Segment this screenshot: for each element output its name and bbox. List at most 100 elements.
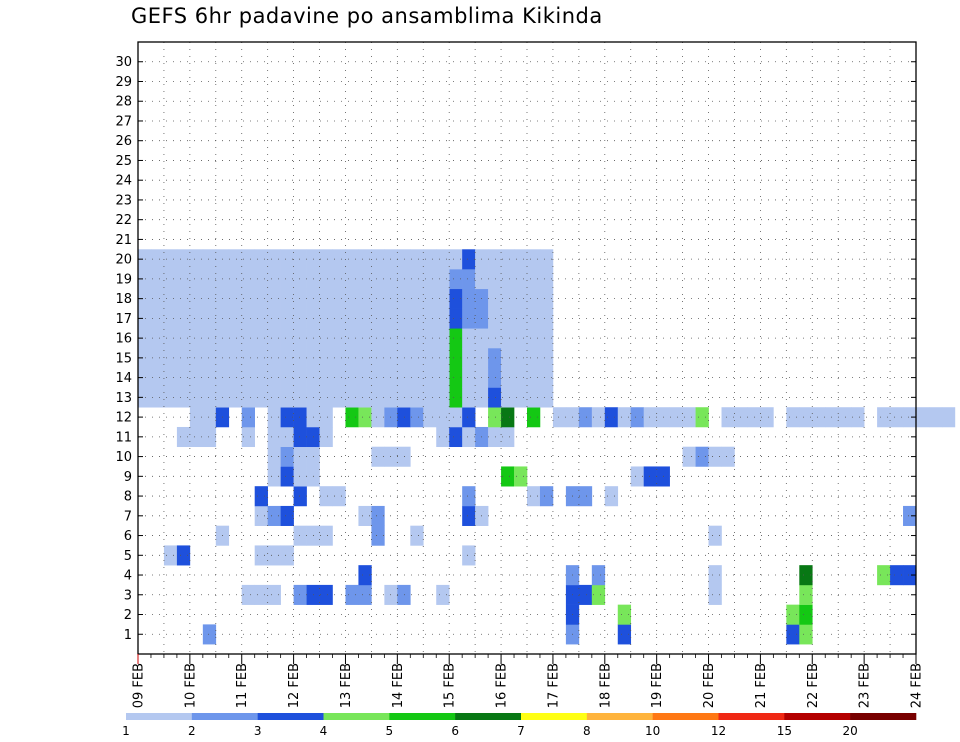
heatmap-cell bbox=[436, 249, 450, 270]
heatmap-cell bbox=[150, 328, 165, 349]
heatmap-cell bbox=[358, 584, 372, 605]
y-tick-label: 16 bbox=[115, 332, 132, 347]
y-tick-label: 8 bbox=[124, 490, 132, 505]
heatmap-cell bbox=[903, 407, 917, 428]
heatmap-cell bbox=[293, 367, 307, 388]
heatmap-cell bbox=[397, 269, 411, 290]
heatmap-cell bbox=[319, 308, 333, 329]
heatmap-cell bbox=[254, 584, 268, 605]
heatmap-cell bbox=[358, 328, 372, 349]
heatmap-cell bbox=[462, 288, 476, 309]
heatmap-cell bbox=[241, 387, 255, 408]
heatmap-cell bbox=[293, 348, 307, 369]
heatmap-cell bbox=[202, 328, 217, 349]
heatmap-cell bbox=[332, 308, 346, 329]
heatmap-cell bbox=[539, 387, 554, 408]
heatmap-cell bbox=[163, 308, 178, 329]
heatmap-cell bbox=[293, 328, 307, 349]
x-tick-label: 17 FEB bbox=[546, 663, 561, 708]
heatmap-cell bbox=[241, 308, 255, 329]
heatmap-cell bbox=[423, 328, 437, 349]
x-axis: 09 FEB 10 FEB 11 FEB 12 FEB 13 FEB 14 FEB 15 F… bbox=[132, 654, 925, 708]
heatmap-cell bbox=[397, 249, 411, 270]
heatmap-cell bbox=[254, 308, 268, 329]
heatmap-cell bbox=[293, 387, 307, 408]
heatmap-cell bbox=[890, 407, 904, 428]
heatmap-cell bbox=[176, 269, 191, 290]
heatmap-cell bbox=[903, 505, 917, 526]
heatmap-cell bbox=[267, 466, 281, 487]
heatmap-cell bbox=[449, 249, 463, 270]
heatmap-cell bbox=[189, 288, 204, 309]
heatmap-cell bbox=[163, 269, 178, 290]
heatmap-cell bbox=[397, 407, 411, 428]
heatmap-cell bbox=[539, 269, 554, 290]
heatmap-cell bbox=[358, 505, 372, 526]
heatmap-cell bbox=[851, 407, 865, 428]
heatmap-cell bbox=[838, 407, 852, 428]
heatmap-cell bbox=[501, 249, 515, 270]
heatmap-cell bbox=[228, 328, 243, 349]
heatmap-cell bbox=[449, 288, 463, 309]
heatmap-cell bbox=[189, 387, 204, 408]
heatmap-cell bbox=[319, 328, 333, 349]
heatmap-cell bbox=[916, 407, 930, 428]
y-tick-label: 10 bbox=[115, 450, 132, 465]
heatmap-cell bbox=[708, 565, 722, 586]
heatmap-cell bbox=[643, 407, 657, 428]
heatmap-cell bbox=[189, 269, 204, 290]
heatmap-cell bbox=[254, 545, 268, 566]
heatmap-cell bbox=[345, 387, 359, 408]
heatmap-cell bbox=[449, 387, 463, 408]
heatmap-cell bbox=[319, 407, 333, 428]
heatmap-cell bbox=[449, 348, 463, 369]
heatmap-cell bbox=[280, 446, 294, 467]
heatmap-cell bbox=[721, 407, 735, 428]
heatmap-cell bbox=[410, 308, 424, 329]
y-tick-label: 18 bbox=[115, 292, 132, 307]
heatmap-cell bbox=[695, 407, 709, 428]
heatmap-cell bbox=[176, 545, 191, 566]
heatmap-cell bbox=[397, 446, 411, 467]
heatmap-cell bbox=[280, 505, 294, 526]
heatmap-cell bbox=[241, 269, 255, 290]
heatmap-cell bbox=[410, 407, 424, 428]
heatmap-cell bbox=[488, 407, 502, 428]
legend-label: 4 bbox=[320, 724, 328, 738]
heatmap-cell bbox=[928, 407, 943, 428]
y-tick-label: 14 bbox=[115, 371, 132, 386]
y-tick-label: 30 bbox=[115, 55, 132, 70]
heatmap-cell bbox=[163, 545, 178, 566]
heatmap-cell bbox=[150, 308, 165, 329]
heatmap-cell bbox=[527, 249, 541, 270]
heatmap-cell bbox=[267, 367, 281, 388]
heatmap-cell bbox=[228, 308, 243, 329]
heatmap-cell bbox=[138, 328, 152, 349]
x-tick-label: 12 FEB bbox=[287, 663, 302, 708]
heatmap-cell bbox=[578, 584, 593, 605]
heatmap-cell bbox=[267, 308, 281, 329]
heatmap-cell bbox=[630, 466, 644, 487]
heatmap-cell bbox=[604, 407, 619, 428]
heatmap-cell bbox=[358, 269, 372, 290]
heatmap-cell bbox=[202, 249, 217, 270]
heatmap-cell bbox=[384, 367, 398, 388]
heatmap-cell bbox=[371, 249, 385, 270]
heatmap-cell bbox=[436, 269, 450, 290]
heatmap-cell bbox=[514, 308, 528, 329]
heatmap-cell bbox=[812, 407, 826, 428]
heatmap-cell bbox=[293, 584, 307, 605]
heatmap-cell bbox=[397, 328, 411, 349]
heatmap-cell bbox=[332, 269, 346, 290]
heatmap-cell bbox=[578, 486, 593, 507]
heatmap-cell bbox=[371, 288, 385, 309]
heatmap-cell bbox=[514, 288, 528, 309]
heatmap-cell bbox=[488, 426, 502, 448]
heatmap-cell bbox=[501, 426, 515, 448]
heatmap-cell bbox=[267, 505, 281, 526]
heatmap-cell bbox=[488, 367, 502, 388]
heatmap-cell bbox=[254, 348, 268, 369]
legend-swatch bbox=[389, 713, 456, 720]
heatmap-cell bbox=[488, 308, 502, 329]
heatmap-cell bbox=[150, 387, 165, 408]
